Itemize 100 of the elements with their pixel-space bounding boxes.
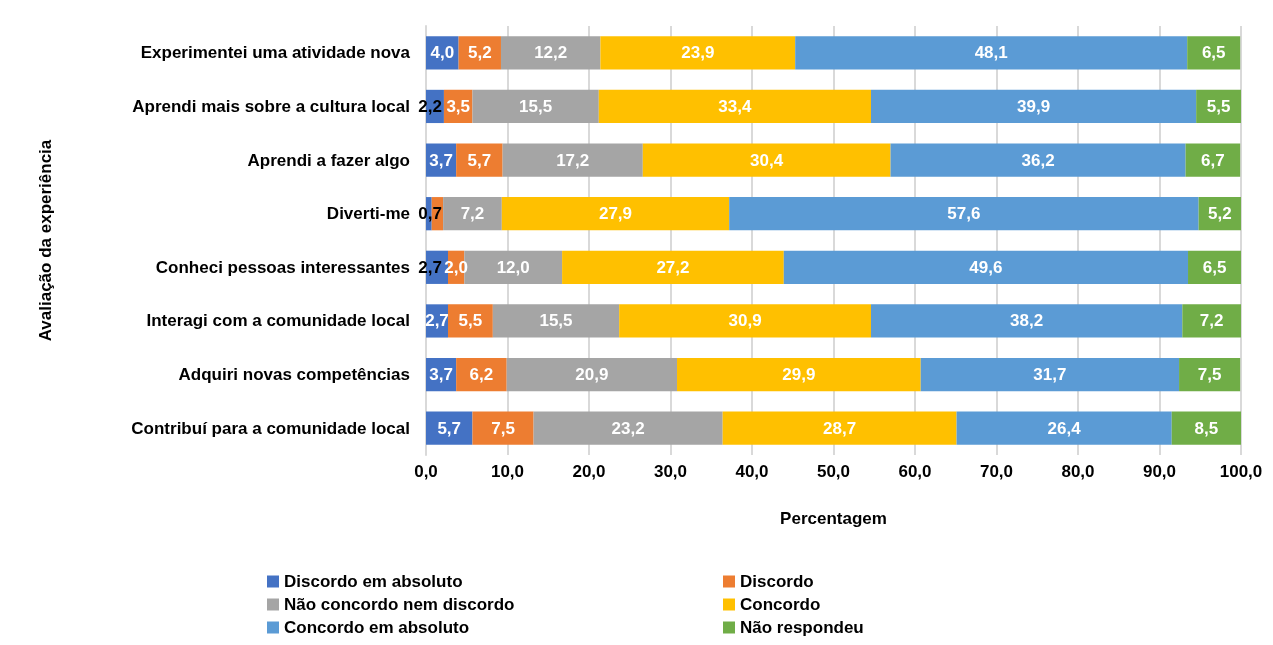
data-label: 6,5 xyxy=(1201,43,1226,63)
data-label: 48,1 xyxy=(974,43,1008,63)
data-label: 36,2 xyxy=(1021,150,1055,170)
data-label: 5,2 xyxy=(1207,204,1232,224)
x-tick-label: 30,0 xyxy=(653,462,688,481)
x-tick-label: 60,0 xyxy=(898,462,932,481)
legend-label: Não respondeu xyxy=(740,618,864,637)
bar xyxy=(783,250,1189,284)
y-tick-label: Aprendi a fazer algo xyxy=(247,150,410,170)
data-label: 3,7 xyxy=(429,365,453,385)
bar xyxy=(600,36,796,70)
data-label: 23,9 xyxy=(681,43,715,63)
x-tick-label: 20,0 xyxy=(572,462,606,481)
bar xyxy=(729,197,1199,231)
data-label: 5,7 xyxy=(467,150,492,170)
bar xyxy=(562,250,784,284)
data-label: 27,9 xyxy=(598,204,633,224)
x-tick-label: 90,0 xyxy=(1142,462,1177,481)
legend-label: Concordo em absoluto xyxy=(284,618,470,637)
data-label: 23,2 xyxy=(611,418,645,438)
x-axis-title: Percentagem xyxy=(780,509,887,528)
data-label: 7,5 xyxy=(1197,365,1222,385)
x-tick-label: 50,0 xyxy=(816,462,851,481)
x-tick-label: 70,0 xyxy=(979,462,1014,481)
x-tick-label: 10,0 xyxy=(490,462,525,481)
data-label: 26,4 xyxy=(1047,418,1082,438)
bar xyxy=(920,357,1180,392)
bar xyxy=(1179,357,1241,392)
y-tick-label: Conheci pessoas interessantes xyxy=(155,257,410,277)
y-tick-label: Contribuí para a comunidade local xyxy=(131,418,410,438)
data-label: 33,4 xyxy=(718,96,752,116)
data-label: 5,5 xyxy=(458,311,483,331)
data-label: 0,7 xyxy=(418,204,442,224)
data-label: 38,2 xyxy=(1010,311,1044,331)
y-tick-label: Experimentei uma atividade nova xyxy=(140,43,411,63)
bar xyxy=(502,143,643,177)
bar xyxy=(456,143,503,177)
data-label: 7,2 xyxy=(1199,311,1224,331)
data-label: 7,2 xyxy=(460,204,485,224)
data-label: 6,7 xyxy=(1201,150,1225,170)
bar xyxy=(870,304,1183,338)
x-tick-label: 0,0 xyxy=(414,462,438,481)
x-tick-label: 80,0 xyxy=(1061,462,1095,481)
bar xyxy=(956,411,1172,445)
data-label: 30,4 xyxy=(750,150,784,170)
bar xyxy=(619,304,871,338)
data-label: 15,5 xyxy=(519,96,553,116)
bar xyxy=(642,143,891,177)
bar xyxy=(500,36,601,70)
data-label: 12,0 xyxy=(496,257,530,277)
data-label: 49,6 xyxy=(969,257,1003,277)
y-tick-label: Diverti-me xyxy=(326,204,410,224)
data-label: 20,9 xyxy=(575,365,609,385)
data-label: 31,7 xyxy=(1033,365,1067,385)
data-label: 3,7 xyxy=(429,150,453,170)
legend-label: Discordo xyxy=(740,572,814,591)
bar xyxy=(722,411,957,445)
bar xyxy=(492,304,620,338)
data-label: 12,2 xyxy=(534,43,568,63)
data-label: 27,2 xyxy=(656,257,690,277)
bar xyxy=(890,143,1186,177)
bar xyxy=(443,197,502,231)
x-tick-label: 40,0 xyxy=(735,462,769,481)
legend-label: Discordo em absoluto xyxy=(284,572,463,591)
bar xyxy=(1171,411,1241,445)
data-label: 30,9 xyxy=(728,311,762,331)
bar xyxy=(1185,143,1241,177)
data-label: 7,5 xyxy=(491,418,515,438)
y-tick-label: Interagi com a comunidade local xyxy=(146,311,410,331)
y-tick-label: Aprendi mais sobre a cultura local xyxy=(132,96,410,116)
data-label: 5,5 xyxy=(1206,96,1231,116)
data-label: 15,5 xyxy=(539,311,573,331)
bar xyxy=(598,89,871,124)
data-label: 4,0 xyxy=(430,43,455,63)
bar xyxy=(456,357,507,392)
bar xyxy=(870,89,1197,124)
data-label: 8,5 xyxy=(1194,418,1219,438)
bar xyxy=(1182,304,1241,338)
bar xyxy=(795,36,1188,70)
data-label: 3,5 xyxy=(446,96,471,116)
legend-label: Não concordo nem discordo xyxy=(284,595,515,614)
data-label: 29,9 xyxy=(782,365,816,385)
data-label: 39,9 xyxy=(1017,96,1051,116)
y-axis-title: Avaliação da experiência xyxy=(36,139,55,342)
bar xyxy=(448,304,493,338)
data-label: 5,2 xyxy=(467,43,492,63)
data-label: 6,2 xyxy=(469,365,494,385)
legend-label: Concordo xyxy=(740,595,821,614)
bar xyxy=(472,411,534,445)
bar xyxy=(506,357,678,392)
x-tick-label: 100,0 xyxy=(1219,462,1263,481)
data-label: 28,7 xyxy=(823,418,857,438)
data-label: 17,2 xyxy=(556,150,590,170)
bar xyxy=(472,89,599,124)
bar xyxy=(501,197,730,231)
data-label: 57,6 xyxy=(947,204,981,224)
bar xyxy=(677,357,921,392)
data-label: 5,7 xyxy=(437,418,462,438)
bar xyxy=(533,411,723,445)
data-label: 6,5 xyxy=(1202,257,1227,277)
